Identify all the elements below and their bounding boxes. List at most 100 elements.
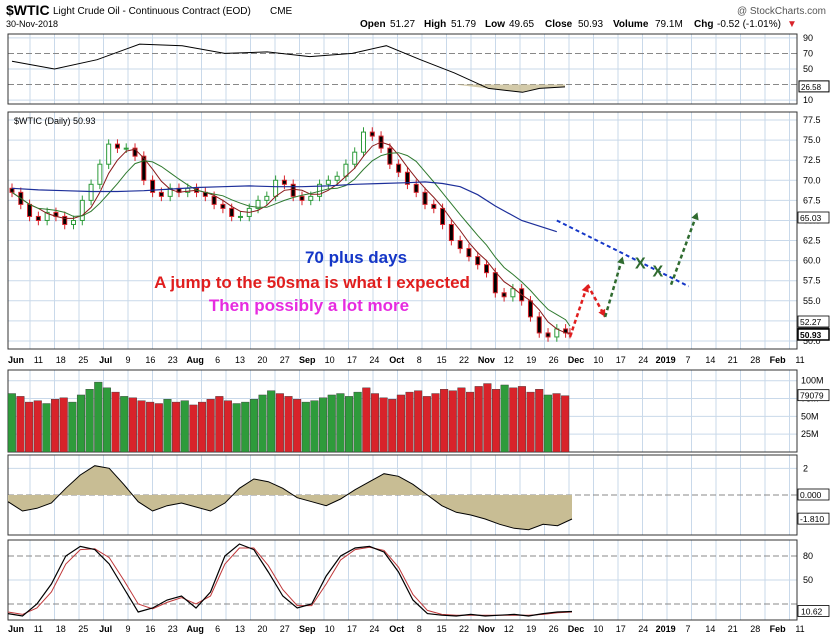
volume-bar: [258, 394, 267, 453]
candle: [237, 215, 243, 218]
candle: [466, 248, 472, 258]
x-tick-label-bottom: Dec: [568, 624, 585, 634]
candle: [484, 264, 490, 274]
candle: [396, 163, 402, 173]
candle: [334, 175, 340, 181]
volume-bar: [137, 400, 146, 453]
macd-current-tag: [797, 512, 830, 525]
price-tick-label: 72.5: [803, 155, 821, 165]
x-tick-label: 11: [795, 355, 804, 365]
macd-line: [7, 465, 573, 531]
volume-bar: [526, 391, 535, 453]
volume-bar: [414, 390, 423, 453]
x-tick-label-bottom: Aug: [186, 624, 204, 634]
x-tick-label: Aug: [186, 355, 204, 365]
candle: [114, 143, 120, 149]
volume-bar: [215, 396, 224, 453]
volume-value: 79.1M: [655, 19, 683, 30]
x-tick-label-bottom: 8: [417, 624, 422, 634]
volume-bar: [16, 396, 25, 453]
chart-description: Light Crude Oil - Continuous Contract (E…: [53, 6, 251, 17]
candle: [229, 207, 235, 217]
annotation-text: 70 plus days: [305, 248, 407, 267]
rsi-tick-label: 70: [803, 48, 813, 58]
sma-slow-line: [11, 152, 571, 327]
x-tick-label: 23: [168, 355, 178, 365]
candle: [44, 211, 50, 221]
low-value: 49.65: [509, 19, 534, 30]
volume-bar: [163, 399, 172, 453]
x-tick-label-bottom: 12: [504, 624, 514, 634]
chg-label: Chg: [694, 19, 713, 30]
x-tick-label-bottom: 18: [56, 624, 66, 634]
candle: [422, 191, 428, 205]
rsi-line: [11, 43, 566, 93]
x-tick-label-bottom: 26: [549, 624, 559, 634]
volume-bar: [284, 396, 293, 453]
volume-bar: [59, 397, 68, 453]
candle: [352, 151, 358, 165]
volume-bar: [198, 401, 207, 453]
rsi-tick-label: 10: [803, 95, 813, 105]
candle: [141, 155, 147, 181]
candle: [106, 143, 112, 165]
candle: [369, 131, 375, 137]
volume-bar: [154, 403, 163, 453]
volume-bar: [68, 401, 77, 453]
x-tick-label: 22: [459, 355, 469, 365]
x-tick-label-bottom: 22: [459, 624, 469, 634]
x-tick-label-bottom: Jun: [8, 624, 24, 634]
candle: [88, 183, 94, 201]
candle: [527, 300, 533, 318]
candle: [431, 203, 437, 209]
volume-bar: [85, 389, 94, 453]
volume-bar: [561, 395, 570, 453]
x-tick-label-bottom: Oct: [389, 624, 404, 634]
x-tick-label: 14: [705, 355, 715, 365]
candle: [554, 328, 560, 338]
x-tick-label-bottom: 2019: [656, 624, 676, 634]
candle: [255, 199, 261, 209]
volume-bar: [223, 400, 232, 453]
candle: [387, 147, 393, 165]
volume-bar: [500, 384, 509, 453]
chart-date: 30-Nov-2018: [6, 19, 58, 29]
rsi-panel: [7, 33, 798, 105]
candle: [273, 179, 279, 197]
candle: [264, 195, 270, 201]
stoch-current-tag: [797, 605, 830, 617]
candle: [150, 179, 156, 193]
bottom-axis-band: [0, 621, 831, 635]
volume-bar: [327, 394, 336, 453]
x-tick-label: Jul: [99, 355, 112, 365]
projection-arrow: [568, 284, 589, 338]
x-tick-label-bottom: Feb: [770, 624, 787, 634]
x-tick-label-bottom: 11: [34, 624, 43, 634]
price-tag-label: 65.03: [800, 213, 822, 223]
price-tick-label: 57.5: [803, 276, 821, 286]
volume-bar: [232, 403, 241, 453]
candle: [71, 219, 77, 225]
volume-bar: [509, 387, 518, 453]
volume-bar: [51, 399, 60, 453]
x-tick-label: Sep: [299, 355, 316, 365]
x-tick-label-bottom: 17: [616, 624, 626, 634]
candle: [123, 147, 129, 150]
projection-arrowhead: [581, 284, 589, 293]
rsi-tick-label: 90: [803, 33, 813, 43]
volume-bar: [448, 390, 457, 453]
open-value: 51.27: [390, 19, 415, 30]
symbol-title: $WTIC: [6, 2, 50, 18]
volume-bar: [76, 394, 86, 453]
price-tick-label: 77.5: [803, 115, 821, 125]
volume-bar: [457, 387, 466, 453]
x-tick-label: Feb: [770, 355, 787, 365]
x-tick-label-bottom: 24: [638, 624, 648, 634]
x-tick-label: 10: [325, 355, 335, 365]
candle: [457, 240, 463, 250]
macd-histogram-area: [8, 465, 572, 530]
projection-arrow: [669, 211, 699, 286]
x-tick-label-bottom: 15: [437, 624, 447, 634]
volume-bar: [552, 393, 561, 453]
low-label: Low: [485, 19, 505, 30]
